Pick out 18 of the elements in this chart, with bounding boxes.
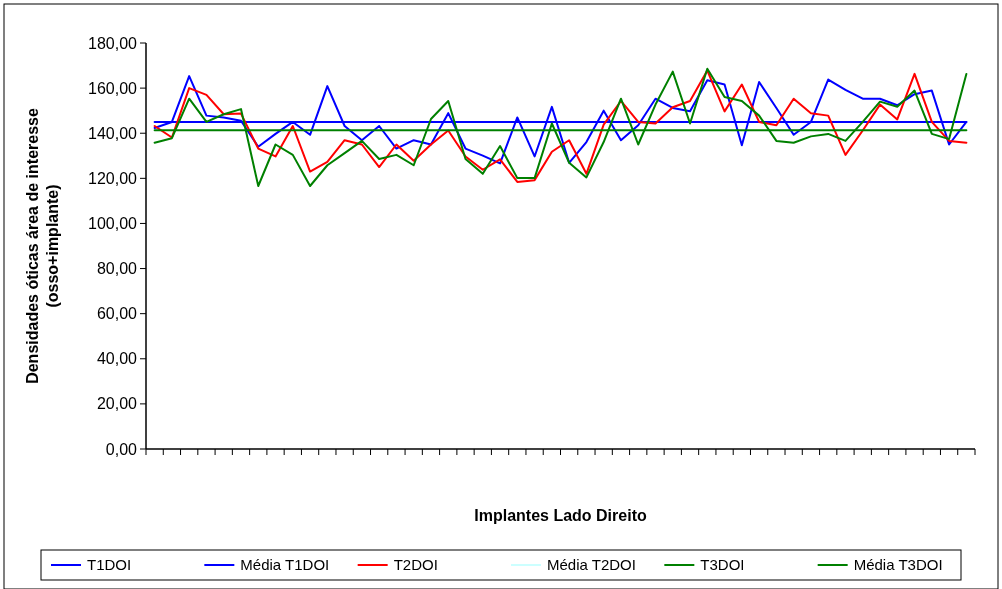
y-tick-label: 100,00 — [88, 215, 138, 233]
legend-label: T2DOI — [393, 556, 438, 574]
y-tick-label: 80,00 — [96, 260, 138, 278]
y-tick-label: 40,00 — [96, 350, 138, 368]
y-tick-label: 20,00 — [96, 395, 138, 413]
x-axis-title: Implantes Lado Direito — [474, 507, 647, 524]
legend-label: T3DOI — [700, 556, 745, 574]
legend-label: T1DOI — [87, 556, 132, 574]
legend-label: Média T3DOI — [853, 556, 943, 574]
legend-label: Média T2DOI — [547, 556, 636, 574]
y-tick-label: 160,00 — [88, 79, 138, 97]
y-tick-label: 180,00 — [88, 34, 138, 52]
y-tick-label: 140,00 — [88, 124, 138, 142]
y-tick-label: 120,00 — [88, 169, 138, 187]
y-tick-label: 0,00 — [105, 440, 138, 458]
y-axis-title: Densidades óticas área de interesse (osso+implante) — [24, 108, 61, 384]
legend-label: Média T1DOI — [240, 556, 330, 574]
y-tick-label: 60,00 — [96, 305, 138, 323]
